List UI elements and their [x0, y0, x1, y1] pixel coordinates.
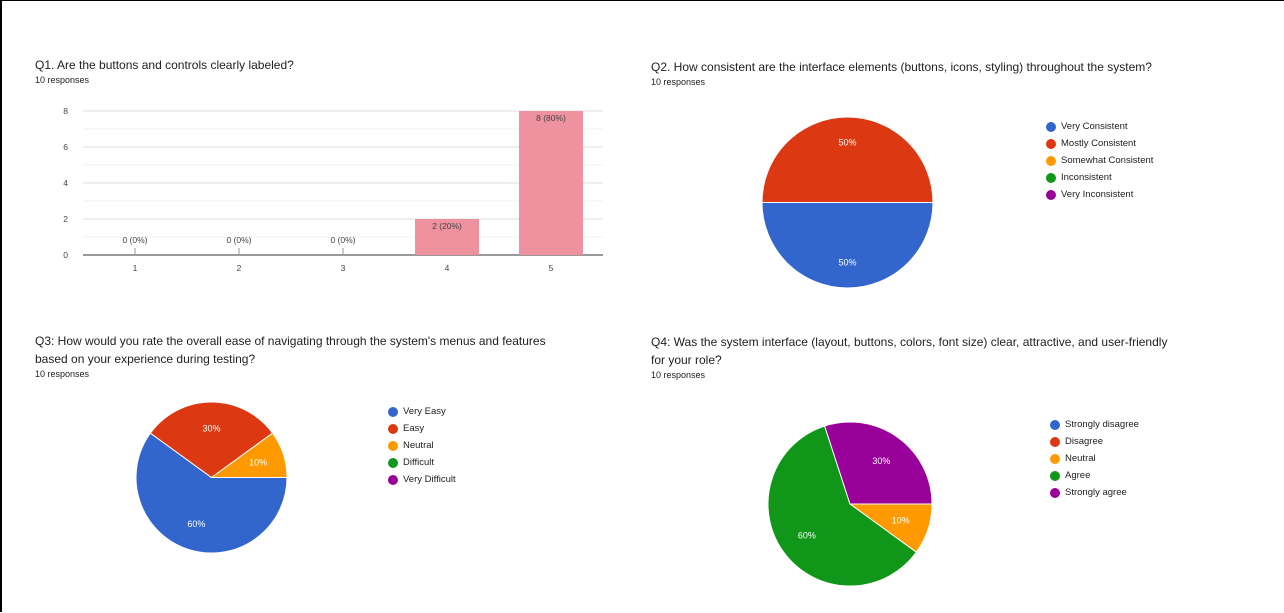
legend-label: Neutral: [1065, 453, 1096, 464]
legend-label: Neutral: [403, 440, 434, 451]
legend-label: Very Easy: [403, 406, 446, 417]
legend-item: Neutral: [1050, 450, 1139, 467]
slice-label: 30%: [872, 456, 890, 466]
slice-label: 30%: [202, 423, 220, 433]
legend-label: Very Consistent: [1061, 121, 1128, 132]
q3-pie-chart: 60% 30% 10%: [135, 401, 288, 554]
legend-swatch: [1050, 436, 1060, 447]
legend-swatch: [388, 474, 398, 485]
legend-swatch: [1046, 121, 1056, 132]
legend-label: Easy: [403, 423, 425, 434]
pie-slice: [761, 116, 934, 203]
legend-item: Very Inconsistent: [1046, 186, 1153, 203]
y-tick-label: 2: [63, 214, 68, 224]
q2-panel: Q2. How consistent are the interface ele…: [651, 58, 1281, 88]
q2-title: Q2. How consistent are the interface ele…: [651, 60, 1152, 74]
legend-swatch: [388, 423, 398, 434]
slice-label: 10%: [892, 515, 910, 525]
legend-item: Inconsistent: [1046, 169, 1153, 186]
slice-label: 10%: [249, 457, 267, 467]
x-tick-label: 5: [549, 263, 554, 273]
legend-item: Strongly disagree: [1050, 416, 1139, 433]
legend-swatch: [1050, 453, 1060, 464]
slice-label: 50%: [838, 257, 856, 267]
q2-legend: Very Consistent Mostly Consistent Somewhat…: [1046, 118, 1153, 203]
legend-label: Difficult: [403, 457, 434, 468]
legend-item: Neutral: [388, 437, 456, 454]
legend-label: Strongly disagree: [1065, 419, 1139, 430]
legend-label: Strongly agree: [1065, 487, 1127, 498]
bar: [519, 111, 583, 255]
pie-slice: [761, 202, 934, 289]
legend-label: Agree: [1065, 470, 1091, 481]
q1-panel: Q1. Are the buttons and controls clearly…: [35, 56, 605, 86]
legend-label: Very Difficult: [403, 474, 456, 485]
legend-swatch: [1046, 189, 1056, 200]
q2-responses: 10 responses: [651, 77, 706, 87]
q1-title: Q1. Are the buttons and controls clearly…: [35, 58, 294, 72]
q2-pie-chart: 50% 50%: [761, 116, 934, 289]
data-label: 0 (0%): [122, 235, 147, 245]
legend-label: Disagree: [1065, 436, 1104, 447]
y-tick-label: 0: [63, 250, 68, 260]
legend-item: Very Difficult: [388, 471, 456, 488]
legend-label: Inconsistent: [1061, 172, 1112, 183]
data-label: 0 (0%): [226, 235, 251, 245]
x-tick-label: 3: [341, 263, 346, 273]
slice-label: 60%: [187, 519, 205, 529]
q4-title-line2: for your role?: [651, 353, 722, 367]
pie-slice: [824, 421, 933, 505]
legend-swatch: [1050, 470, 1060, 481]
legend-item: Somewhat Consistent: [1046, 152, 1153, 169]
q4-panel: Q4: Was the system interface (layout, bu…: [651, 333, 1283, 381]
legend-label: Very Inconsistent: [1061, 189, 1134, 200]
y-tick-label: 8: [63, 106, 68, 116]
q4-legend: Strongly disagree Disagree Neutral Agree Str…: [1050, 416, 1139, 501]
pie-slice: [767, 425, 918, 587]
legend-swatch: [1050, 419, 1060, 430]
legend-item: Difficult: [388, 454, 456, 471]
y-tick-label: 4: [63, 178, 68, 188]
q4-responses: 10 responses: [651, 370, 706, 380]
q4-title-line1: Q4: Was the system interface (layout, bu…: [651, 335, 1168, 349]
q1-bar-chart: 0 2 4 6 8 0 (0%) 1 0 (0%) 2 0 (0%) 3 2 (20%) 4 8 (80%…: [63, 106, 603, 273]
legend-item: Easy: [388, 420, 456, 437]
q4-pie-chart: 10% 60% 30%: [767, 421, 933, 587]
legend-item: Agree: [1050, 467, 1139, 484]
x-tick-label: 1: [133, 263, 138, 273]
pie-slice: [135, 432, 288, 554]
q3-panel: Q3: How would you rate the overall ease …: [35, 332, 615, 380]
bar: [415, 219, 479, 255]
y-tick-label: 6: [63, 142, 68, 152]
legend-swatch: [388, 406, 398, 417]
q3-responses: 10 responses: [35, 369, 90, 379]
legend-label: Somewhat Consistent: [1061, 155, 1154, 166]
legend-item: Very Consistent: [1046, 118, 1153, 135]
legend-swatch: [388, 440, 398, 451]
x-tick-label: 4: [445, 263, 450, 273]
data-label: 0 (0%): [330, 235, 355, 245]
pie-slice: [149, 401, 274, 479]
slice-label: 50%: [838, 138, 856, 148]
legend-item: Strongly agree: [1050, 484, 1139, 501]
legend-swatch: [1046, 155, 1056, 166]
data-label: 2 (20%): [432, 221, 462, 231]
slice-label: 60%: [798, 530, 816, 540]
legend-item: Mostly Consistent: [1046, 135, 1153, 152]
legend-swatch: [388, 457, 398, 468]
legend-swatch: [1046, 138, 1056, 149]
q3-title-line2: based on your experience during testing?: [35, 352, 256, 366]
q3-legend: Very Easy Easy Neutral Difficult Very Diffic…: [388, 403, 456, 488]
data-label: 8 (80%): [536, 113, 566, 123]
q3-title-line1: Q3: How would you rate the overall ease …: [35, 334, 546, 348]
legend-swatch: [1046, 172, 1056, 183]
q1-responses: 10 responses: [35, 75, 90, 85]
pie-slice: [209, 432, 288, 478]
legend-label: Mostly Consistent: [1061, 138, 1136, 149]
legend-swatch: [1050, 487, 1060, 498]
x-tick-label: 2: [237, 263, 242, 273]
legend-item: Disagree: [1050, 433, 1139, 450]
legend-item: Very Easy: [388, 403, 456, 420]
